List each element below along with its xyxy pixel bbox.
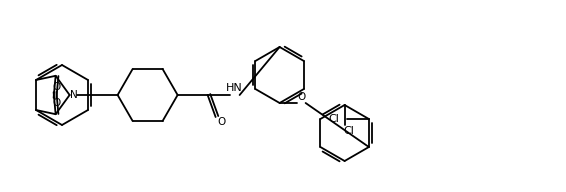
Text: Cl: Cl xyxy=(343,126,354,136)
Text: O: O xyxy=(217,117,226,127)
Text: O: O xyxy=(53,82,61,92)
Text: O: O xyxy=(298,92,306,102)
Text: O: O xyxy=(53,98,61,108)
Text: N: N xyxy=(70,90,78,100)
Text: HN: HN xyxy=(226,83,243,93)
Text: Cl: Cl xyxy=(328,114,339,124)
